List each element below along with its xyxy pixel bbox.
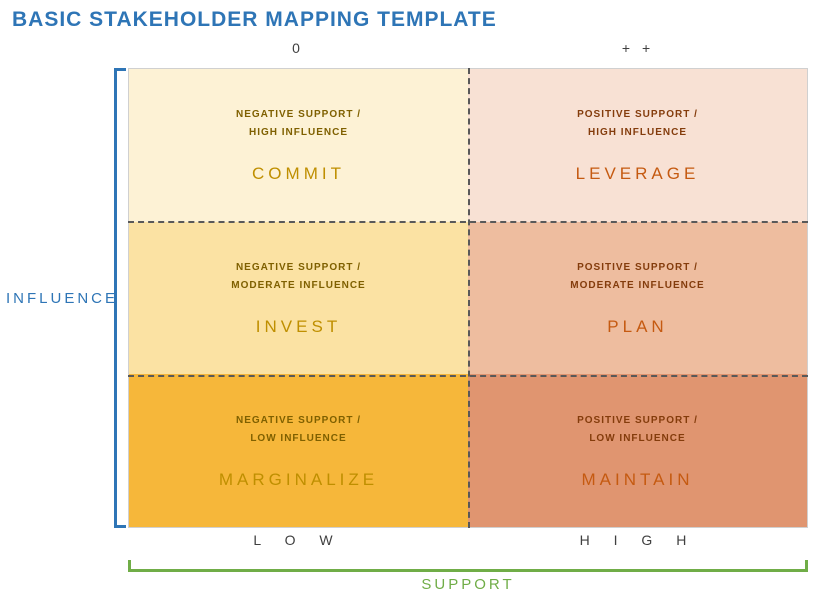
- top-label-right: + +: [468, 40, 808, 68]
- cell-description: NEGATIVE SUPPORT /LOW INFLUENCE: [236, 412, 361, 448]
- page-title: BASIC STAKEHOLDER MAPPING TEMPLATE: [12, 8, 812, 32]
- cell-description: POSITIVE SUPPORT /HIGH INFLUENCE: [577, 106, 698, 142]
- cell-description: NEGATIVE SUPPORT /HIGH INFLUENCE: [236, 106, 361, 142]
- bottom-scale-labels: L O W H I G H: [128, 532, 808, 548]
- cell-action: INVEST: [256, 317, 341, 337]
- cell-action: COMMIT: [252, 164, 345, 184]
- matrix-container: 0 + + INFLUENCE NEGATIVE SUPPORT /HIGH I…: [12, 40, 792, 600]
- cell-marginalize: NEGATIVE SUPPORT /LOW INFLUENCE MARGINAL…: [129, 374, 468, 527]
- cell-description: POSITIVE SUPPORT /MODERATE INFLUENCE: [570, 259, 704, 295]
- cell-action: MAINTAIN: [582, 470, 694, 490]
- cell-commit: NEGATIVE SUPPORT /HIGH INFLUENCE COMMIT: [129, 69, 468, 222]
- cell-maintain: POSITIVE SUPPORT /LOW INFLUENCE MAINTAIN: [468, 374, 807, 527]
- cell-action: PLAN: [607, 317, 667, 337]
- cell-action: MARGINALIZE: [219, 470, 378, 490]
- bottom-label-low: L O W: [128, 532, 468, 548]
- top-label-left: 0: [128, 40, 468, 68]
- top-scale-labels: 0 + +: [128, 40, 808, 68]
- cell-plan: POSITIVE SUPPORT /MODERATE INFLUENCE PLA…: [468, 222, 807, 375]
- y-axis-label: INFLUENCE: [6, 290, 118, 307]
- x-axis-label: SUPPORT: [128, 576, 808, 593]
- cell-leverage: POSITIVE SUPPORT /HIGH INFLUENCE LEVERAG…: [468, 69, 807, 222]
- cell-invest: NEGATIVE SUPPORT /MODERATE INFLUENCE INV…: [129, 222, 468, 375]
- cell-description: POSITIVE SUPPORT /LOW INFLUENCE: [577, 412, 698, 448]
- cell-action: LEVERAGE: [576, 164, 700, 184]
- x-axis-bracket: [128, 560, 808, 572]
- bottom-label-high: H I G H: [468, 532, 808, 548]
- cell-description: NEGATIVE SUPPORT /MODERATE INFLUENCE: [231, 259, 365, 295]
- matrix-grid: NEGATIVE SUPPORT /HIGH INFLUENCE COMMIT …: [128, 68, 808, 528]
- y-axis-bracket: [114, 68, 126, 528]
